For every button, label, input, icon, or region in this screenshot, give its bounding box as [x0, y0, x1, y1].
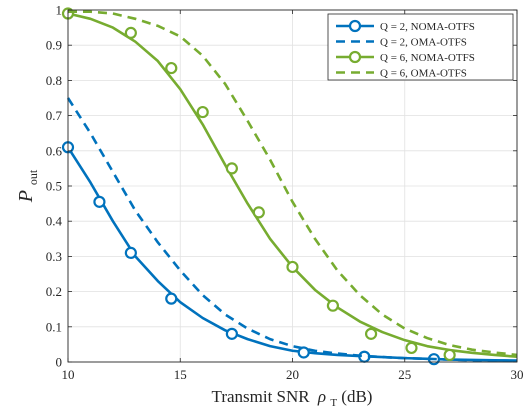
- data-point-marker: [405, 341, 418, 355]
- y-tick-label: 0.1: [46, 319, 62, 334]
- y-axis-label-symbol: P: [15, 190, 37, 203]
- x-axis-label-subscript: T: [330, 397, 337, 409]
- data-point-marker: [124, 26, 137, 39]
- x-axis-label-symbol: ρ: [317, 387, 326, 406]
- data-point-marker: [124, 246, 137, 259]
- series-line-4: [68, 10, 518, 357]
- x-axis-label-unit: (dB): [341, 387, 372, 406]
- x-tick-label: 10: [62, 367, 75, 382]
- data-point-marker: [297, 346, 310, 359]
- y-tick-label: 0.2: [46, 284, 62, 299]
- data-point-marker: [443, 348, 456, 362]
- data-point-marker: [225, 327, 238, 340]
- data-point-marker: [326, 299, 340, 312]
- y-axis-title: P out: [15, 169, 40, 203]
- y-tick-label: 0.3: [46, 249, 62, 264]
- data-point-marker: [252, 206, 265, 219]
- data-point-marker: [165, 292, 178, 305]
- y-tick-label: 0.9: [46, 38, 62, 53]
- data-point-marker: [225, 162, 238, 175]
- x-tick-label: 20: [286, 367, 299, 382]
- x-axis-label-text: Transmit SNR: [212, 387, 311, 406]
- data-point-marker: [165, 61, 178, 75]
- y-tick-label: 0.8: [46, 73, 62, 88]
- data-point-marker: [196, 105, 209, 119]
- series-line-1: [66, 146, 518, 362]
- legend-marker-3: [348, 50, 362, 64]
- y-tick-label: 1: [56, 3, 63, 18]
- legend-marker-1: [348, 19, 362, 33]
- data-point-marker: [286, 260, 299, 274]
- x-axis-title: Transmit SNR ρ T (dB): [212, 387, 373, 410]
- x-tick-label: 25: [398, 367, 411, 382]
- legend: Q = 2, NOMA-OTFS Q = 2, OMA-OTFS Q = 6, NO…: [327, 13, 514, 81]
- y-tick-label: 0.5: [46, 179, 62, 194]
- y-tick-label: 0.6: [46, 143, 63, 158]
- legend-label-4: Q = 6, OMA-OTFS: [380, 68, 467, 80]
- y-tick-label: 0.4: [46, 214, 63, 229]
- legend-label-3: Q = 6, NOMA-OTFS: [380, 52, 475, 64]
- legend-label-2: Q = 2, OMA-OTFS: [380, 37, 467, 49]
- tick-labels: 10 15 20 25 30 0 0.1 0.2 0.3 0.4 0.5 0.6 0.7 0.8 0.9 1: [46, 3, 524, 383]
- x-tick-label: 30: [511, 367, 524, 382]
- y-tick-label: 0.7: [46, 108, 63, 123]
- data-point-marker: [364, 327, 378, 340]
- data-point-marker: [93, 195, 106, 208]
- y-axis-label-subscript: out: [26, 169, 40, 185]
- legend-label-1: Q = 2, NOMA-OTFS: [380, 21, 475, 33]
- axes: [67, 9, 518, 363]
- y-tick-label: 0: [56, 355, 63, 370]
- x-tick-label: 15: [174, 367, 187, 382]
